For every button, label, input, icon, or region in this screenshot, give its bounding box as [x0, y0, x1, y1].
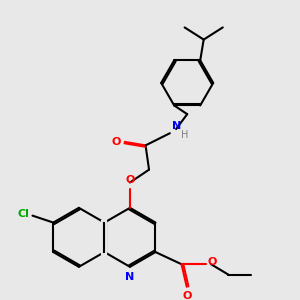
Text: O: O: [182, 291, 191, 300]
Text: O: O: [125, 175, 135, 185]
Text: N: N: [125, 272, 135, 282]
Text: H: H: [181, 130, 188, 140]
Text: O: O: [111, 137, 121, 147]
Text: Cl: Cl: [17, 209, 29, 219]
Text: O: O: [208, 257, 217, 268]
Text: N: N: [172, 122, 181, 131]
